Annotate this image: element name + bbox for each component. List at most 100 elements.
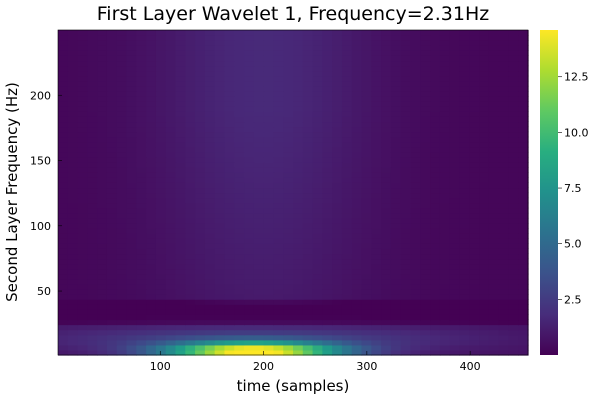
heatmap-cell — [459, 50, 470, 56]
heatmap-cell — [410, 162, 421, 168]
heatmap-cell — [77, 111, 88, 117]
heatmap-cell — [479, 263, 490, 270]
heatmap-cell — [312, 136, 323, 143]
heatmap-cell — [155, 324, 167, 331]
heatmap-cell — [234, 299, 245, 305]
heatmap-cell — [234, 90, 245, 97]
heatmap-cell — [390, 167, 402, 173]
heatmap-cell — [155, 30, 167, 36]
heatmap-cell — [175, 212, 186, 219]
heatmap-cell — [155, 299, 167, 305]
heatmap-cell — [214, 228, 226, 234]
heatmap-cell — [58, 167, 69, 173]
heatmap-cell — [87, 96, 98, 102]
heatmap-cell — [58, 273, 69, 280]
heatmap-cell — [175, 288, 186, 295]
heatmap-cell — [283, 96, 294, 102]
heatmap-cell — [439, 136, 451, 143]
heatmap-cell — [488, 304, 500, 310]
heatmap-cell — [87, 106, 98, 112]
heatmap-cell — [155, 141, 167, 148]
heatmap-cell — [381, 217, 392, 224]
heatmap-cell — [77, 202, 88, 209]
heatmap-cell — [97, 288, 108, 295]
heatmap-cell — [351, 283, 363, 290]
heatmap-cell — [136, 243, 147, 249]
heatmap-cell — [469, 60, 480, 67]
heatmap-cell — [302, 268, 314, 275]
heatmap-cell — [204, 75, 216, 82]
heatmap-cell — [381, 192, 392, 199]
heatmap-cell — [146, 40, 157, 46]
heatmap-cell — [244, 248, 255, 255]
heatmap-cell — [195, 80, 206, 87]
heatmap-cell — [195, 182, 206, 189]
heatmap-cell — [136, 182, 147, 189]
heatmap-cell — [322, 238, 333, 244]
heatmap-cell — [430, 187, 441, 194]
heatmap-cell — [116, 172, 128, 178]
heatmap-cell — [361, 197, 372, 204]
heatmap-cell — [155, 268, 167, 275]
heatmap-cell — [459, 314, 470, 321]
heatmap-cell — [175, 339, 186, 346]
heatmap-cell — [479, 126, 490, 133]
heatmap-cell — [67, 131, 79, 138]
heatmap-cell — [302, 126, 314, 133]
heatmap-cell — [106, 329, 118, 336]
heatmap-cell — [479, 268, 490, 275]
heatmap-cell — [508, 156, 519, 163]
heatmap-cell — [283, 167, 294, 173]
heatmap-cell — [263, 263, 275, 270]
heatmap-cell — [67, 309, 79, 315]
heatmap-cell — [430, 248, 441, 255]
heatmap-cell — [234, 167, 245, 173]
heatmap-cell — [361, 202, 372, 209]
heatmap-cell — [87, 268, 98, 275]
heatmap-cell — [400, 233, 412, 239]
heatmap-cell — [498, 151, 510, 158]
heatmap-cell — [341, 294, 353, 300]
heatmap-cell — [77, 324, 88, 331]
heatmap-cell — [244, 75, 255, 82]
heatmap-cell — [146, 344, 157, 351]
heatmap-cell — [302, 187, 314, 194]
heatmap-cell — [87, 294, 98, 300]
heatmap-cell — [439, 314, 451, 321]
heatmap-cell — [341, 334, 353, 341]
heatmap-cell — [469, 131, 480, 138]
heatmap-cell — [439, 126, 451, 133]
heatmap-cell — [351, 146, 363, 153]
heatmap-cell — [253, 268, 265, 275]
heatmap-cell — [351, 70, 363, 77]
heatmap-cell — [253, 101, 265, 107]
heatmap-cell — [146, 156, 157, 163]
heatmap-cell — [106, 192, 118, 199]
heatmap-cell — [420, 329, 431, 336]
heatmap-cell — [175, 344, 186, 351]
heatmap-cell — [263, 197, 275, 204]
heatmap-cell — [283, 65, 294, 72]
heatmap-cell — [400, 238, 412, 244]
heatmap-cell — [146, 268, 157, 275]
heatmap-cell — [195, 243, 206, 249]
heatmap-cell — [312, 349, 323, 356]
heatmap-cell — [136, 60, 147, 67]
heatmap-cell — [371, 177, 382, 183]
heatmap-cell — [146, 228, 157, 234]
heatmap-cell — [479, 177, 490, 183]
heatmap-cell — [332, 288, 343, 295]
heatmap-cell — [165, 233, 177, 239]
heatmap-cell — [234, 319, 245, 326]
heatmap-cell — [224, 126, 235, 133]
heatmap-cell — [146, 146, 157, 153]
heatmap-cell — [146, 96, 157, 102]
heatmap-cell — [97, 146, 108, 153]
heatmap-cell — [106, 55, 118, 62]
heatmap-cell — [361, 334, 372, 341]
heatmap-cell — [214, 329, 226, 336]
heatmap-cell — [126, 75, 137, 82]
heatmap-cell — [332, 238, 343, 244]
heatmap-cell — [410, 65, 421, 72]
heatmap-cell — [381, 65, 392, 72]
